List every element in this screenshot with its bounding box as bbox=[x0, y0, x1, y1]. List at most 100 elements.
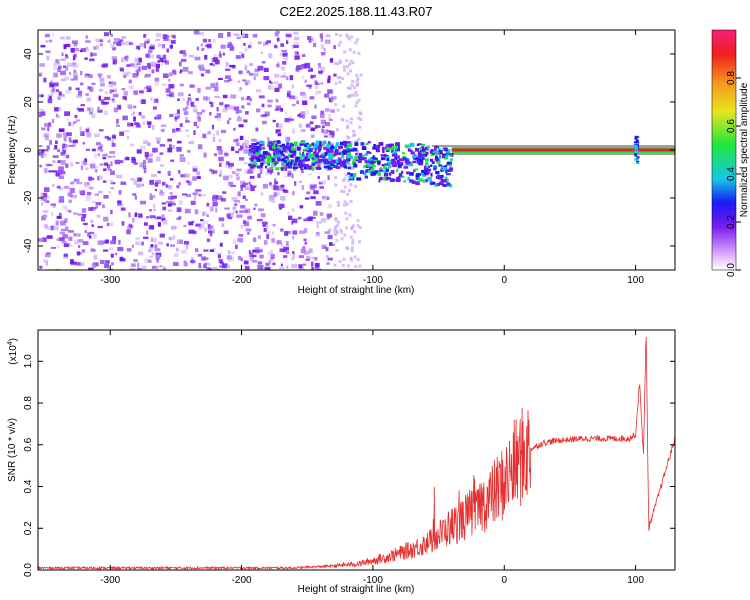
noise-cell bbox=[157, 170, 161, 174]
noise-cell bbox=[141, 115, 146, 119]
noise-cell bbox=[60, 58, 66, 61]
noise-cell bbox=[304, 228, 308, 234]
noise-cell bbox=[351, 241, 355, 245]
band-cell bbox=[387, 143, 393, 148]
noise-cell bbox=[278, 266, 285, 269]
band-cell bbox=[250, 156, 256, 160]
band-cell bbox=[307, 158, 310, 162]
noise-cell bbox=[284, 136, 288, 142]
noise-cell bbox=[350, 258, 353, 262]
noise-cell bbox=[85, 128, 90, 133]
noise-cell bbox=[223, 230, 229, 234]
noise-cell bbox=[162, 265, 165, 269]
noise-cell bbox=[62, 149, 66, 154]
noise-cell bbox=[137, 212, 140, 216]
band-cell bbox=[248, 163, 251, 167]
colorbar-tick-label: 0.6 bbox=[726, 119, 737, 133]
noise-cell bbox=[274, 32, 279, 37]
noise-cell bbox=[126, 103, 133, 108]
noise-cell bbox=[113, 59, 118, 64]
band-cell bbox=[279, 147, 283, 150]
noise-cell bbox=[283, 72, 287, 75]
noise-cell bbox=[348, 48, 352, 52]
figure-title: C2E2.2025.188.11.43.R07 bbox=[280, 4, 433, 19]
band-cell bbox=[382, 169, 385, 173]
colorbar-gradient bbox=[711, 29, 737, 271]
noise-cell bbox=[173, 235, 176, 240]
band-cell bbox=[384, 163, 389, 166]
noise-cell bbox=[203, 249, 209, 252]
noise-cell bbox=[162, 267, 166, 270]
band-cell bbox=[416, 143, 419, 146]
noise-cell bbox=[243, 260, 249, 265]
noise-cell bbox=[239, 135, 244, 140]
noise-cell bbox=[354, 104, 358, 108]
noise-cell bbox=[108, 191, 112, 194]
noise-cell bbox=[226, 264, 230, 269]
noise-cell bbox=[244, 169, 250, 175]
noise-cell bbox=[353, 230, 357, 234]
noise-cell bbox=[47, 164, 53, 167]
band-cell bbox=[429, 181, 433, 185]
noise-cell bbox=[186, 180, 190, 183]
noise-cell bbox=[68, 137, 72, 142]
noise-cell bbox=[80, 131, 85, 136]
noise-cell bbox=[170, 159, 175, 162]
noise-cell bbox=[274, 178, 277, 183]
noise-cell bbox=[249, 175, 255, 179]
noise-cell bbox=[155, 38, 160, 41]
noise-cell bbox=[159, 57, 164, 62]
band-cell bbox=[376, 144, 381, 148]
noise-cell bbox=[38, 94, 41, 98]
band-cell bbox=[311, 143, 314, 146]
band-cell bbox=[271, 160, 276, 165]
band-cell bbox=[338, 145, 343, 149]
noise-cell bbox=[244, 265, 250, 270]
noise-cell bbox=[176, 128, 181, 132]
noise-cell bbox=[201, 256, 206, 261]
noise-cell bbox=[195, 98, 199, 101]
noise-cell bbox=[218, 77, 223, 80]
band-cell bbox=[314, 161, 318, 164]
band-cell bbox=[446, 179, 449, 182]
noise-cell bbox=[95, 38, 100, 42]
noise-cell bbox=[235, 110, 239, 114]
noise-cell bbox=[216, 195, 223, 201]
noise-cell bbox=[284, 166, 288, 171]
band-cell bbox=[325, 148, 329, 152]
band-cell bbox=[386, 157, 390, 162]
noise-cell bbox=[121, 57, 124, 63]
noise-cell bbox=[278, 123, 283, 129]
band-cell bbox=[290, 159, 294, 163]
noise-cell bbox=[52, 205, 56, 208]
noise-cell bbox=[293, 44, 299, 48]
noise-cell bbox=[65, 65, 69, 71]
noise-cell bbox=[222, 130, 225, 133]
band-cell bbox=[339, 151, 344, 156]
band-cell bbox=[421, 146, 425, 149]
noise-cell bbox=[132, 193, 137, 196]
noise-cell bbox=[46, 252, 51, 255]
noise-cell bbox=[176, 207, 182, 213]
noise-cell bbox=[38, 72, 42, 77]
noise-cell bbox=[108, 247, 114, 250]
band-cell bbox=[335, 151, 339, 154]
noise-cell bbox=[45, 260, 48, 266]
noise-cell bbox=[320, 218, 327, 223]
noise-cell bbox=[139, 90, 144, 94]
noise-cell bbox=[116, 41, 122, 47]
noise-cell bbox=[289, 75, 294, 81]
noise-cell bbox=[117, 246, 124, 252]
noise-cell bbox=[182, 193, 187, 196]
noise-cell bbox=[182, 66, 189, 72]
noise-cell bbox=[240, 32, 245, 38]
noise-cell bbox=[165, 88, 171, 93]
noise-cell bbox=[110, 253, 114, 258]
noise-cell bbox=[156, 266, 159, 270]
noise-cell bbox=[121, 88, 126, 91]
noise-cell bbox=[289, 118, 294, 121]
band-cell bbox=[425, 166, 429, 169]
band-cell bbox=[270, 166, 274, 170]
noise-cell bbox=[321, 244, 327, 248]
noise-cell bbox=[176, 146, 182, 152]
